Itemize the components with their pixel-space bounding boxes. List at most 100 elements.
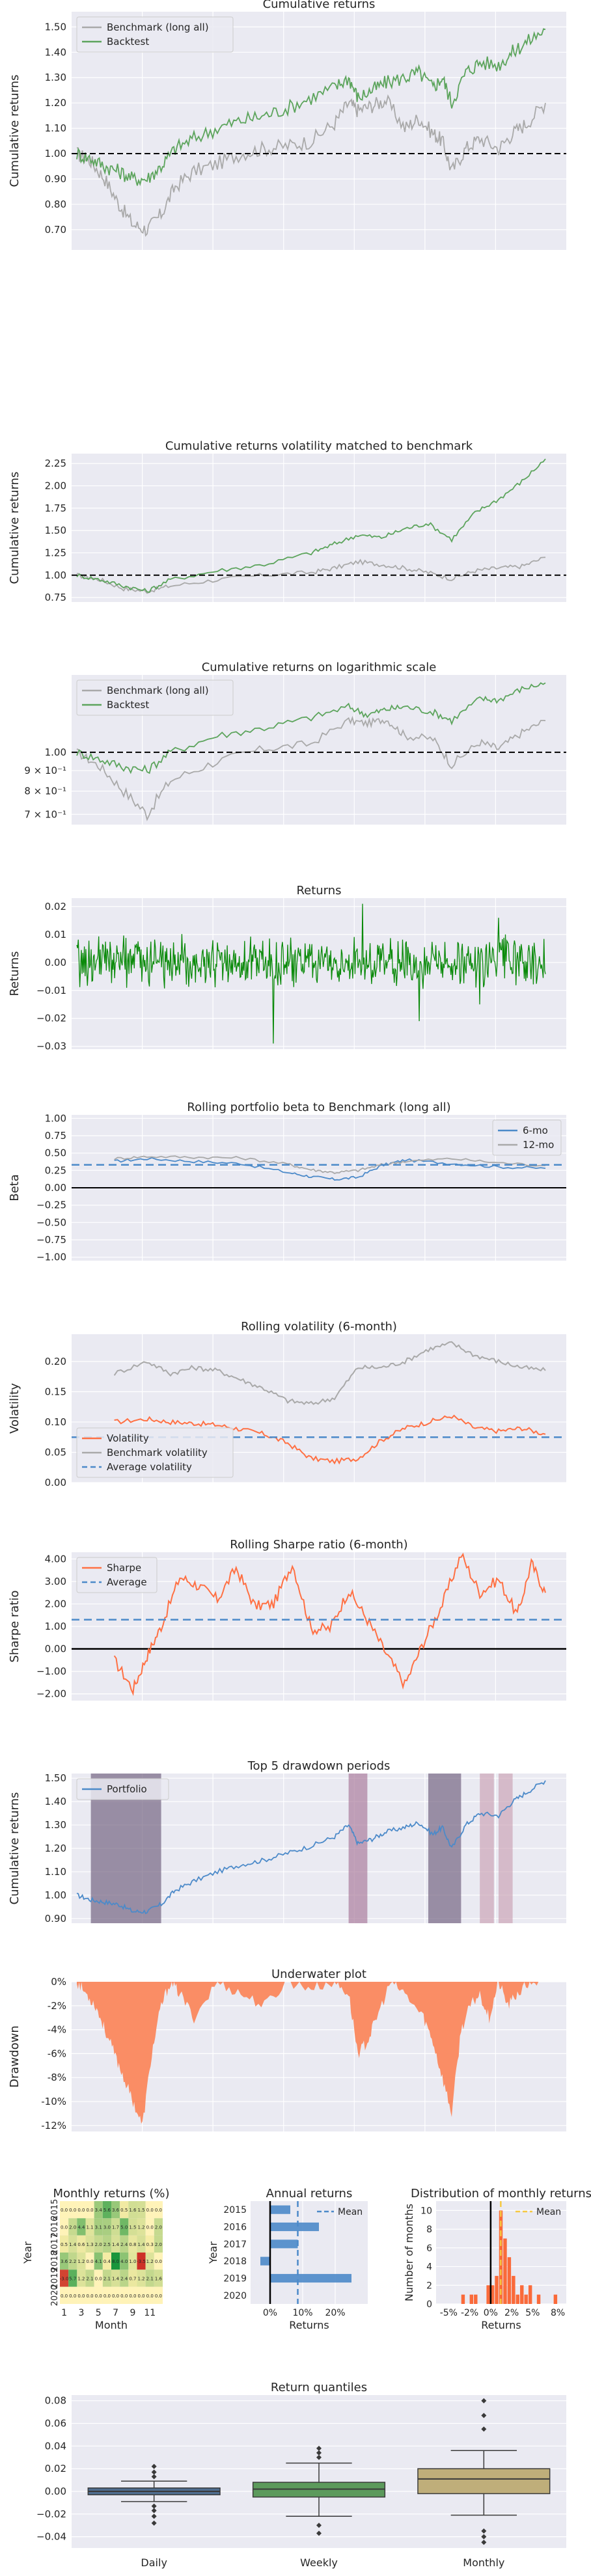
heatmap-cell-value: 0.0 bbox=[146, 2294, 154, 2299]
annual-year-label: 2019 bbox=[223, 2274, 247, 2284]
logscale-ytick-label: 1.00 bbox=[45, 747, 66, 758]
heatmap-cell bbox=[120, 2235, 129, 2253]
beta-ylabel: Beta bbox=[8, 1174, 21, 1201]
volatility-ytick-label: 0.00 bbox=[45, 1477, 66, 1488]
heatmap-cell-value: 0.0 bbox=[155, 2294, 162, 2299]
heatmap-cell bbox=[128, 2269, 137, 2287]
heatmap-cell bbox=[60, 2286, 69, 2304]
heatmap-cell bbox=[154, 2235, 163, 2253]
heatmap-cell-value: 8.0 bbox=[112, 2259, 119, 2264]
heatmap-cell-value: 0.3 bbox=[146, 2242, 154, 2247]
dist-bar bbox=[461, 2294, 465, 2304]
heatmap-cell-value: 0.5 bbox=[61, 2242, 68, 2247]
dist-xtick-label: 0% bbox=[484, 2308, 498, 2318]
annual-bar-2017 bbox=[270, 2240, 298, 2249]
cumret-ylabel: Cumulative returns bbox=[8, 75, 21, 187]
heatmap-cell bbox=[85, 2286, 94, 2304]
heatmap-cell-value: 1.7 bbox=[112, 2225, 119, 2230]
volatility-ytick-label: 0.20 bbox=[45, 1356, 66, 1367]
heatmap-cell-value: 0.0 bbox=[69, 2294, 76, 2299]
heatmap-cell-value: 1.2 bbox=[138, 2277, 145, 2282]
annual-xtick-label: 0% bbox=[263, 2308, 277, 2318]
sharpe-title: Rolling Sharpe ratio (6-month) bbox=[230, 1538, 407, 1552]
logscale-ytick-label: 8 × 10⁻¹ bbox=[24, 786, 66, 797]
beta-ytick-label: −0.25 bbox=[36, 1199, 66, 1211]
heatmap-cell-value: 2.5 bbox=[103, 2242, 111, 2247]
volmatched-ytick-label: 0.75 bbox=[45, 592, 66, 603]
volmatched-series-line-1 bbox=[76, 458, 546, 593]
dist-xtick-label: -5% bbox=[440, 2308, 458, 2318]
heatmap-cell-value: 0.0 bbox=[95, 2277, 102, 2282]
heatmap-cell bbox=[102, 2253, 111, 2270]
heatmap-cell-value: 2.1 bbox=[87, 2277, 94, 2282]
volmatched-ytick-label: 2.00 bbox=[45, 480, 66, 491]
heatmap-cell-value: 1.4 bbox=[69, 2242, 77, 2247]
underwater-ytick-label: -2% bbox=[48, 2000, 66, 2012]
volatility-title: Rolling volatility (6-month) bbox=[241, 1320, 397, 1334]
drawdowns-ytick-label: 1.40 bbox=[45, 1796, 66, 1807]
dist-bar bbox=[474, 2294, 478, 2304]
drawdowns-ylabel: Cumulative returns bbox=[8, 1792, 21, 1905]
cumret-legend bbox=[76, 16, 234, 53]
heatmap-cell bbox=[102, 2201, 111, 2219]
heatmap-cell bbox=[154, 2269, 163, 2287]
box-outlier bbox=[481, 2426, 487, 2432]
dist-ytick-label: 4 bbox=[426, 2262, 432, 2273]
returns-ytick-label: 0.02 bbox=[45, 901, 66, 912]
quantiles-ytick-label: 0.02 bbox=[45, 2463, 66, 2474]
heatmap-cell-value: 0.0 bbox=[155, 2208, 162, 2213]
heatmap-cell-value: 1.6 bbox=[129, 2208, 137, 2213]
heatmap-cell bbox=[68, 2201, 77, 2219]
beta-legend-label: 6-mo bbox=[523, 1125, 548, 1136]
underwater-ytick-label: -10% bbox=[41, 2096, 66, 2107]
annual-year-label: 2017 bbox=[223, 2240, 247, 2250]
annual-xlabel: Returns bbox=[289, 2319, 329, 2331]
heatmap-cell bbox=[137, 2253, 146, 2270]
cumret-ytick-label: 0.80 bbox=[45, 199, 66, 210]
underwater-title: Underwater plot bbox=[271, 1967, 366, 1981]
returns-ytick-label: 0.01 bbox=[45, 929, 66, 940]
box-outlier bbox=[481, 2528, 487, 2534]
heatmap-cell-value: 1.1 bbox=[87, 2225, 94, 2230]
heatmap-year-label: 2020 bbox=[50, 2284, 60, 2306]
heatmap-cell bbox=[60, 2201, 69, 2219]
dist-legend-label: Mean bbox=[536, 2207, 561, 2217]
returns-ytick-label: −0.03 bbox=[36, 1041, 66, 1052]
heatmap-cell bbox=[102, 2218, 111, 2236]
heatmap-month-label: 11 bbox=[144, 2308, 156, 2318]
box-outlier bbox=[151, 2469, 157, 2475]
heatmap-year-label: 2015 bbox=[50, 2199, 60, 2221]
heatmap-cell bbox=[85, 2235, 94, 2253]
heatmap-cell-value: 2.0 bbox=[69, 2225, 76, 2230]
box-outlier bbox=[481, 2540, 487, 2545]
drawdowns-ytick-label: 1.50 bbox=[45, 1772, 66, 1784]
heatmap-cell bbox=[137, 2218, 146, 2236]
heatmap-cell bbox=[85, 2218, 94, 2236]
heatmap-month-label: 5 bbox=[96, 2308, 102, 2318]
annual-xtick-label: 10% bbox=[292, 2308, 312, 2318]
beta-ytick-label: 0.25 bbox=[45, 1164, 66, 1176]
box-outlier bbox=[316, 2530, 322, 2536]
returns-ytick-label: 0.00 bbox=[45, 957, 66, 968]
cumret-ytick-label: 0.70 bbox=[45, 224, 66, 236]
heatmap-cell-value: 2.0 bbox=[155, 2242, 162, 2247]
logscale-legend bbox=[76, 679, 234, 716]
box-body-Monthly bbox=[417, 2468, 551, 2495]
heatmap-cell-value: 3.6 bbox=[61, 2259, 68, 2264]
logscale-title: Cumulative returns on logarithmic scale bbox=[202, 661, 437, 674]
heatmap-month-label: 1 bbox=[61, 2308, 67, 2318]
drawdowns-title: Top 5 drawdown periods bbox=[247, 1759, 391, 1773]
beta-legend-label: 12-mo bbox=[523, 1139, 554, 1151]
cumret-ytick-label: 1.40 bbox=[45, 46, 66, 58]
heatmap-cell-value: 2.1 bbox=[103, 2277, 111, 2282]
heatmap-cell-value: 1.6 bbox=[155, 2277, 163, 2282]
volmatched-ytick-label: 1.25 bbox=[45, 547, 66, 558]
heatmap-cell bbox=[111, 2269, 120, 2287]
beta-ytick-label: 0.00 bbox=[45, 1182, 66, 1194]
logscale-legend-label: Backtest bbox=[107, 699, 149, 711]
heatmap-cell bbox=[111, 2235, 120, 2253]
box-outlier bbox=[151, 2503, 157, 2509]
heatmap-cell bbox=[77, 2253, 86, 2270]
box-outlier bbox=[481, 2398, 487, 2404]
quantiles-title: Return quantiles bbox=[271, 2381, 367, 2394]
